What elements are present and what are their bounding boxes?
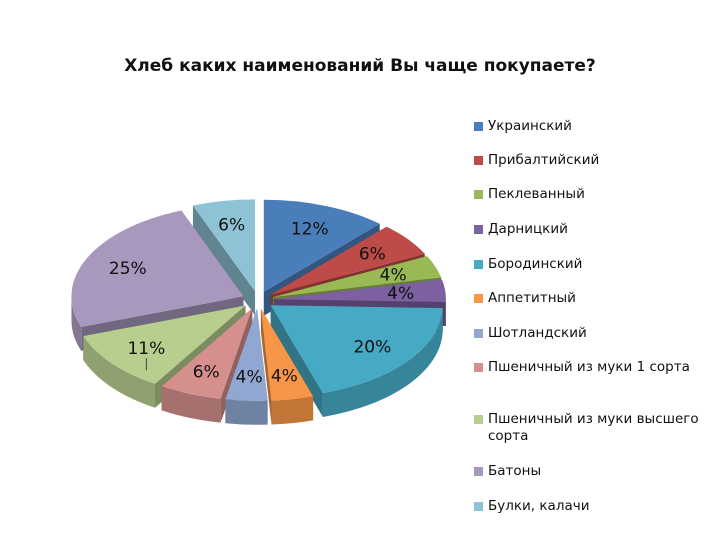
pie-slice-top <box>161 308 253 399</box>
pie-slice-top <box>270 226 425 295</box>
pie-slice-side <box>225 399 268 425</box>
pie-slice-top <box>263 199 380 292</box>
data-label: 25% <box>109 259 147 279</box>
legend-label: Аппетитный <box>488 290 576 306</box>
pie-slice-wall <box>192 205 256 316</box>
data-label: 6% <box>359 245 386 265</box>
data-label: 6% <box>218 215 245 235</box>
data-label: 20% <box>353 337 391 357</box>
legend-swatch <box>474 260 483 269</box>
legend-swatch <box>474 415 483 424</box>
pie-slices <box>71 199 446 425</box>
legend-label: Дарницкий <box>488 221 568 237</box>
pie-slice <box>192 199 256 316</box>
legend-item: Бородинский <box>474 256 710 273</box>
legend-label: Шотландский <box>488 325 587 341</box>
pie-slice-top <box>225 308 268 401</box>
pie-slice-side <box>83 336 155 408</box>
legend-item: Украинский <box>474 118 710 135</box>
legend-label: Бородинский <box>488 256 583 272</box>
legend-label: Батоны <box>488 463 542 479</box>
legend-swatch <box>474 156 483 165</box>
legend-swatch <box>474 122 483 131</box>
pie-slice-side <box>322 308 443 417</box>
pie-slice <box>270 305 443 417</box>
legend-label: Украинский <box>488 118 572 134</box>
legend-item: Шотландский <box>474 325 710 342</box>
pie-slice-wall <box>260 308 272 425</box>
legend-item: Батоны <box>474 463 710 480</box>
legend-item: Булки, калачи <box>474 498 710 515</box>
data-label: 4% <box>271 367 298 387</box>
legend-label: Пшеничный из муки 1 сорта <box>488 359 690 375</box>
data-label: 6% <box>193 363 220 383</box>
legend-label: Булки, калачи <box>488 498 590 514</box>
legend-item: Пшеничный из муки высшего сорта <box>474 411 710 445</box>
legend-swatch <box>474 190 483 199</box>
legend-label: Прибалтийский <box>488 152 600 168</box>
pie-slice <box>260 308 314 425</box>
pie-slice-top <box>71 210 244 327</box>
data-label: 4% <box>380 265 407 285</box>
pie-slice-top <box>270 305 443 393</box>
legend-label: Пшеничный из муки высшего сорта <box>488 411 699 444</box>
data-label: 12% <box>291 219 329 239</box>
pie-slice-side <box>161 386 221 423</box>
chart-title: Хлеб каких наименований Вы чаще покупает… <box>124 56 596 76</box>
legend-label: Пеклеванный <box>488 186 585 202</box>
pie-slice-top <box>273 279 446 303</box>
pie-slice-top <box>192 199 256 292</box>
pie-slice-side <box>71 296 82 351</box>
pie-slice-side <box>271 396 314 425</box>
data-label: 4% <box>236 368 263 388</box>
legend-item: Пшеничный из муки 1 сорта <box>474 359 710 376</box>
leader-lines <box>145 284 394 371</box>
legend-swatch <box>474 329 483 338</box>
legend-item: Дарницкий <box>474 221 710 238</box>
data-labels: 12%6%4%4%20%4%4%6%11%25%6% <box>109 215 414 387</box>
pie-slice-top <box>83 305 246 384</box>
legend-swatch <box>474 467 483 476</box>
legend-swatch <box>474 502 483 511</box>
legend-swatch <box>474 363 483 372</box>
pie-slice <box>225 308 268 425</box>
pie-slice-top <box>260 308 314 401</box>
legend-item: Прибалтийский <box>474 152 710 169</box>
legend-swatch <box>474 294 483 303</box>
legend-swatch <box>474 225 483 234</box>
data-label: 4% <box>387 284 414 304</box>
pie-slice-wall <box>270 305 323 417</box>
legend-item: Пеклеванный <box>474 186 710 203</box>
pie-slice-top <box>273 256 442 298</box>
data-label: 11% <box>127 339 165 359</box>
legend-item: Аппетитный <box>474 290 710 307</box>
